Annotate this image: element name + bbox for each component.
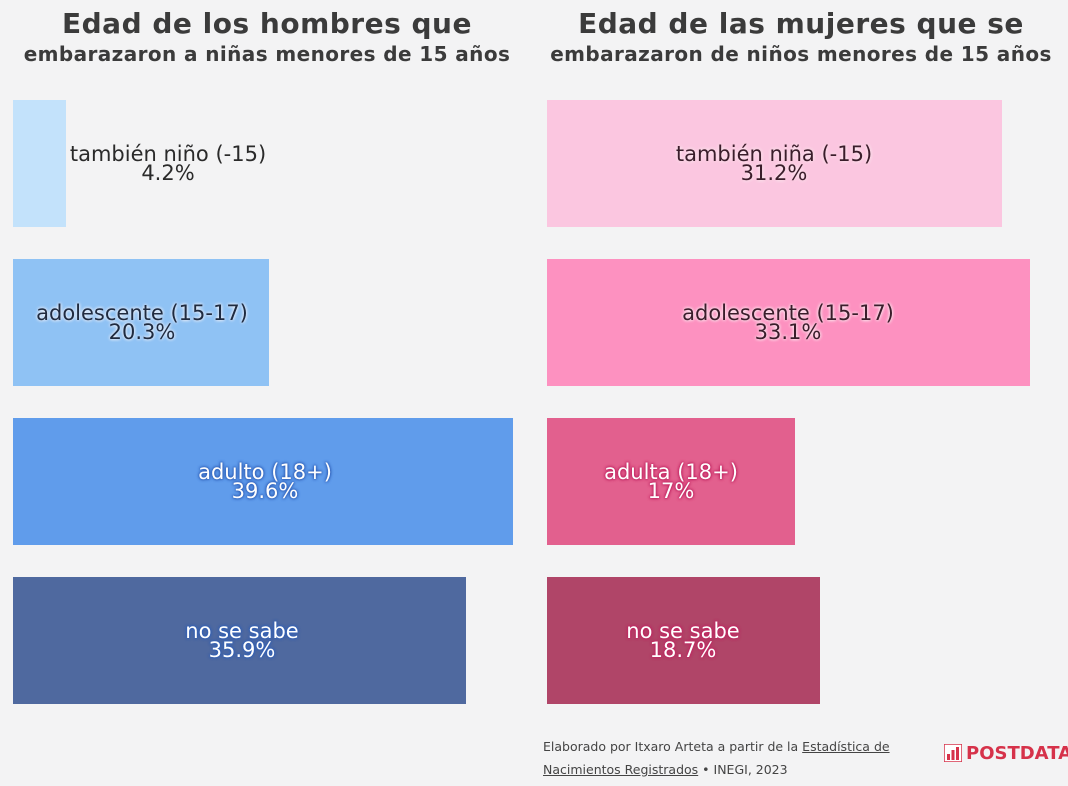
men-bar-1: [13, 100, 66, 227]
women-category-label: adulta (18+): [604, 460, 738, 484]
women-bar-1: [547, 100, 1002, 227]
footer-suffix: • INEGI, 2023: [698, 762, 788, 777]
women-category-label: adolescente (15-17): [682, 301, 894, 325]
women-category-label: no se sabe: [626, 619, 740, 643]
chart-title-women: Edad de las mujeres que se embarazaron d…: [534, 8, 1068, 68]
women-bar-label-3: adulta (18+) 17%: [604, 460, 738, 503]
men-category-label: adolescente (15-17): [36, 301, 248, 325]
women-bar-label-1: también niña (-15) 31.2%: [675, 142, 873, 185]
women-bar-label-4: no se sabe 18.7%: [626, 619, 740, 662]
men-bar-label-3: adulto (18+) 39.6%: [198, 460, 332, 503]
men-value-label: 39.6%: [231, 479, 299, 503]
men-category-label: también niño (-15): [69, 142, 267, 166]
women-value-label: 33.1%: [754, 320, 822, 344]
title-women-line1: Edad de las mujeres que se: [578, 7, 1024, 40]
women-bar-label-2: adolescente (15-17) 33.1%: [682, 301, 894, 344]
men-bar-label-2: adolescente (15-17) 20.3%: [36, 301, 248, 344]
men-bar-3: [13, 418, 513, 545]
women-bar-3: [547, 418, 795, 545]
postdata-logo: POSTDATA: [944, 741, 1068, 765]
footer-prefix: Elaborado por Itxaro Arteta a partir de …: [543, 739, 803, 754]
title-men-line1: Edad de los hombres que: [62, 7, 472, 40]
men-value-label: 20.3%: [108, 320, 176, 344]
women-bar-2: [547, 259, 1030, 386]
bar-chart-logo-icon: [944, 744, 962, 762]
women-value-label: 31.2%: [740, 161, 808, 185]
title-women-line2: embarazaron de niños menores de 15 años: [550, 42, 1052, 66]
women-value-label: 18.7%: [649, 638, 717, 662]
men-bar-2: [13, 259, 269, 386]
men-value-label: 4.2%: [141, 161, 195, 185]
men-value-label: 35.9%: [208, 638, 276, 662]
source-footer: Elaborado por Itxaro Arteta a partir de …: [543, 735, 890, 781]
brand-name: POSTDATA: [966, 742, 1068, 764]
source-link-part1[interactable]: Estadística de: [802, 739, 890, 754]
source-link-part2[interactable]: Nacimientos Registrados: [543, 762, 699, 777]
women-bar-4: [547, 577, 820, 704]
men-bar-label-1: también niño (-15) 4.2%: [69, 142, 267, 185]
men-bar-4: [13, 577, 466, 704]
women-value-label: 17%: [647, 479, 695, 503]
men-category-label: adulto (18+): [198, 460, 332, 484]
women-category-label: también niña (-15): [675, 142, 873, 166]
chart-title-men: Edad de los hombres que embarazaron a ni…: [0, 8, 534, 68]
title-men-line2: embarazaron a niñas menores de 15 años: [23, 42, 511, 66]
men-bar-label-4: no se sabe 35.9%: [185, 619, 299, 662]
men-category-label: no se sabe: [185, 619, 299, 643]
